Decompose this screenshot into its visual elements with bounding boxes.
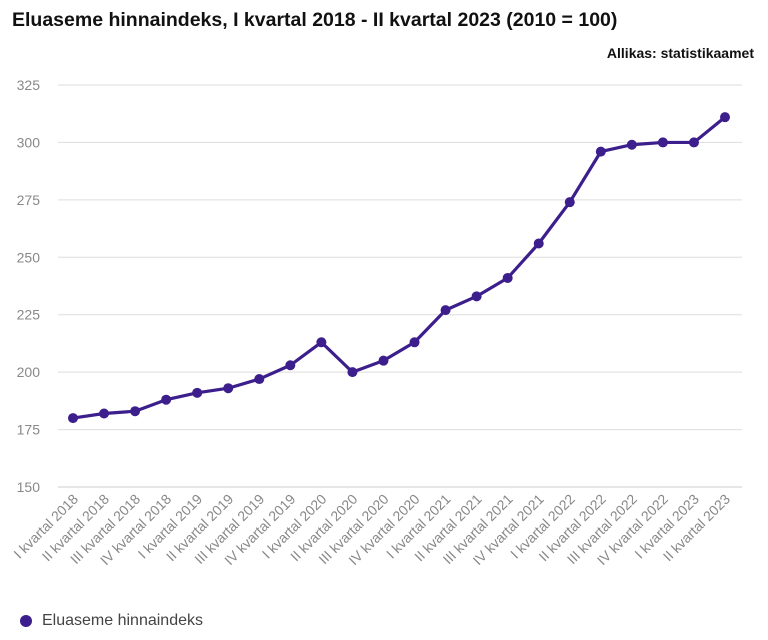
data-point[interactable] [502,272,513,283]
data-point[interactable] [285,360,296,371]
data-point[interactable] [161,394,172,405]
data-point[interactable] [223,383,234,394]
line-chart: 150 175 200 225 250 275 300 325 I kvartal 2018I… [10,77,742,569]
y-tick-label: 325 [17,77,41,93]
source-label: Allikas: statistikaamet [606,45,754,61]
series-line [71,115,727,420]
y-tick-label: 150 [17,479,41,495]
y-axis-ticks: 150 175 200 225 250 275 300 325 [17,77,41,495]
data-point[interactable] [440,305,451,316]
data-point[interactable] [595,146,606,157]
y-tick-label: 300 [17,134,41,150]
legend[interactable]: Eluaseme hinnaindeks [20,612,203,630]
series-layer [68,112,730,424]
data-point[interactable] [657,137,668,148]
data-point[interactable] [316,337,327,348]
chart-title: Eluaseme hinnaindeks, I kvartal 2018 - I… [12,9,618,31]
data-point[interactable] [688,137,699,148]
y-tick-label: 175 [17,422,41,438]
data-point[interactable] [347,367,358,378]
data-point[interactable] [564,197,575,208]
data-point[interactable] [720,112,730,123]
data-point[interactable] [99,408,110,419]
data-point[interactable] [68,413,78,424]
legend-marker [20,615,32,627]
data-point[interactable] [533,238,544,249]
y-tick-label: 250 [17,249,41,265]
y-tick-label: 275 [17,192,41,208]
data-point[interactable] [378,355,389,366]
y-tick-label: 225 [17,307,41,323]
data-point[interactable] [192,387,203,398]
data-point[interactable] [471,291,482,302]
data-point[interactable] [626,139,637,150]
legend-label: Eluaseme hinnaindeks [42,612,203,629]
y-tick-label: 200 [17,364,41,380]
data-point[interactable] [409,337,420,348]
data-point[interactable] [130,406,141,417]
data-point[interactable] [254,374,265,385]
